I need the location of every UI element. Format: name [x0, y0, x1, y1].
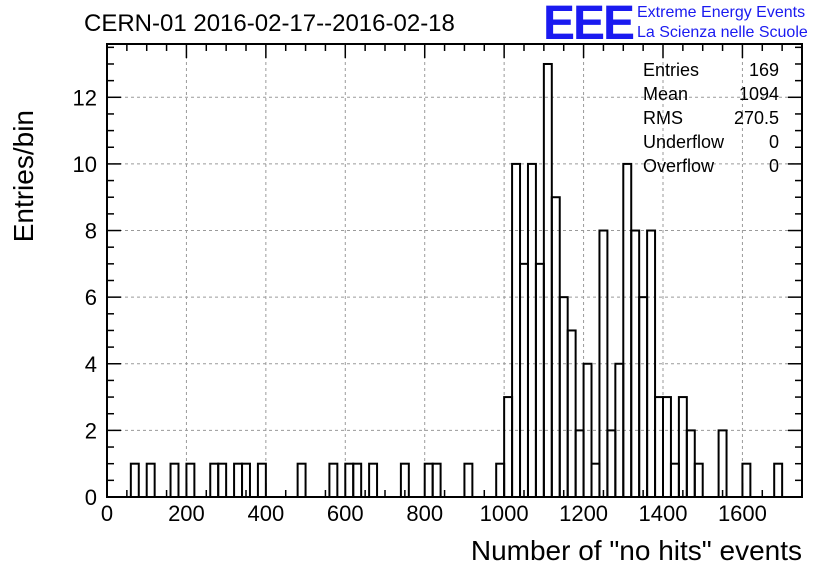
- histogram-bin: [685, 429, 696, 498]
- histogram-bin: [693, 462, 704, 498]
- x-tick-label: 0: [101, 501, 113, 526]
- histogram-bin: [503, 396, 514, 498]
- histogram-bin: [296, 462, 307, 498]
- histogram-bin: [256, 462, 267, 498]
- stats-label: RMS: [643, 108, 683, 128]
- histogram-bin: [209, 462, 220, 498]
- x-tick-label: 800: [406, 501, 443, 526]
- x-tick-label: 1400: [639, 501, 688, 526]
- histogram-bin: [717, 429, 728, 498]
- y-tick-label: 12: [73, 85, 97, 110]
- chart-title: CERN-01 2016-02-17--2016-02-18: [84, 10, 455, 37]
- histogram-bin: [566, 329, 577, 498]
- y-axis-label: Entries/bin: [8, 110, 39, 243]
- histogram-bin: [677, 396, 688, 498]
- axis-tick-labels: 0 200 400 600 800 1000 1200 1400 1600 0 2 4 6 8 10 12: [73, 85, 767, 526]
- x-tick-label: 1600: [718, 501, 767, 526]
- histogram-bin: [328, 462, 339, 498]
- stats-value: 0: [768, 156, 779, 176]
- stats-label: Mean: [643, 84, 689, 104]
- histogram-bin: [511, 162, 522, 498]
- histogram-bin: [185, 462, 196, 498]
- eee-logo-mark: EEE: [543, 0, 635, 50]
- stats-value: 169: [748, 60, 779, 80]
- y-tick-label: 0: [85, 485, 97, 510]
- histogram-bin: [526, 162, 537, 498]
- stats-box: Entries 169 Mean 1094 RMS 270.5 Underflow 0 …: [643, 58, 779, 178]
- histogram-bin: [558, 296, 569, 498]
- histogram-bin: [542, 62, 553, 499]
- histogram-bin: [169, 462, 180, 498]
- y-tick-label: 4: [85, 352, 97, 377]
- x-tick-label: 600: [327, 501, 364, 526]
- histogram-bin: [550, 196, 561, 498]
- y-tick-label: 2: [85, 418, 97, 443]
- logo-line-1: Extreme Energy Events: [637, 4, 806, 21]
- histogram-bin: [654, 396, 664, 498]
- stats-label: Overflow: [643, 156, 715, 176]
- stats-value: 1094: [738, 84, 779, 104]
- histogram-bin: [233, 462, 244, 498]
- x-tick-label: 1000: [480, 501, 529, 526]
- stats-label: Entries: [643, 60, 700, 80]
- histogram-bin: [423, 462, 434, 498]
- histogram-bin: [352, 462, 363, 498]
- grid-lines: [107, 44, 802, 497]
- plot-frame: [106, 43, 803, 498]
- stats-row-overflow: Overflow 0: [643, 154, 779, 178]
- histogram-bin: [519, 262, 529, 498]
- x-tick-label: 200: [168, 501, 205, 526]
- histogram-bin: [145, 462, 156, 498]
- histogram-bin: [669, 462, 680, 498]
- histogram-bin: [638, 296, 649, 498]
- stats-row-entries: Entries 169: [643, 58, 779, 82]
- histogram-bin: [741, 462, 752, 498]
- stats-label: Underflow: [643, 132, 725, 152]
- y-tick-label: 6: [85, 285, 97, 310]
- histogram-bin: [534, 262, 545, 498]
- y-tick-label: 8: [85, 219, 97, 244]
- stats-value: 0: [768, 132, 779, 152]
- x-tick-label: 1200: [559, 501, 608, 526]
- x-axis-label: Number of "no hits" events: [470, 535, 802, 566]
- histogram-bin: [129, 462, 140, 498]
- x-tick-label: 400: [247, 501, 284, 526]
- axis-ticks: [106, 44, 803, 498]
- histogram-bin: [622, 162, 633, 498]
- histogram-bin: [495, 462, 506, 498]
- histogram-bin: [368, 462, 379, 498]
- histogram-bin: [574, 429, 585, 498]
- histogram-bin: [217, 462, 228, 498]
- stats-row-mean: Mean 1094: [643, 82, 779, 106]
- stats-row-underflow: Underflow 0: [643, 130, 779, 154]
- logo-line-2: La Scienza nelle Scuole: [637, 24, 808, 41]
- stats-row-rms: RMS 270.5: [643, 106, 779, 130]
- stats-value: 270.5: [733, 108, 779, 128]
- histogram-bin: [463, 462, 474, 498]
- y-tick-label: 10: [73, 152, 97, 177]
- histogram-bin: [662, 396, 672, 498]
- histogram-bin: [773, 462, 784, 498]
- histogram-bin: [606, 429, 617, 498]
- histogram-bin: [590, 462, 601, 498]
- histogram-bin: [344, 462, 355, 498]
- histogram-bin: [431, 462, 442, 498]
